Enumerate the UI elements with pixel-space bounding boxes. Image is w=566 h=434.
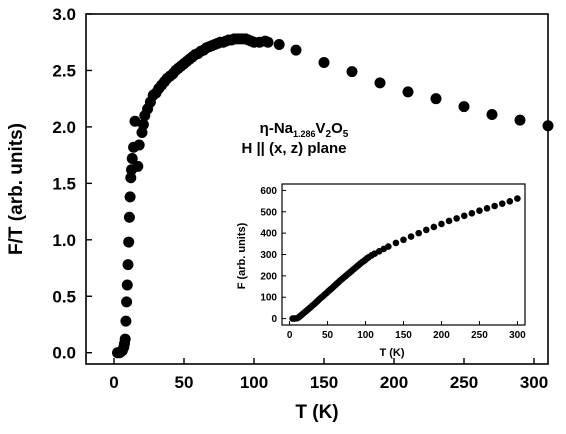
main-data-point [121, 279, 133, 291]
main-x-tick-label: 100 [240, 373, 268, 392]
annotation-formula: η-Na1.286V2O5 [260, 120, 349, 140]
main-x-ticks: 0 50 100 150 200 250 300 [109, 358, 548, 392]
inset-data-point [430, 223, 438, 231]
main-x-tick-label: 300 [520, 373, 548, 392]
main-data-point [137, 119, 149, 131]
main-data-point [126, 153, 138, 165]
inset-data-point [453, 215, 460, 222]
inset-x-axis-title: T (K) [379, 347, 404, 359]
main-data-point [458, 101, 470, 113]
inset-data-point [514, 195, 521, 202]
inset-x-ticks: 0 50 100 150 200 250 300 [287, 321, 526, 341]
inset-x-tick-label: 200 [433, 330, 450, 341]
main-data-point [125, 172, 137, 184]
main-data-point [262, 36, 274, 48]
main-data-point [402, 86, 414, 98]
inset-data-points [289, 195, 521, 322]
main-data-points [112, 33, 554, 359]
main-data-point [430, 93, 442, 105]
main-data-point [122, 259, 134, 271]
inset-data-point [460, 212, 468, 220]
inset-data-point [498, 200, 506, 207]
main-x-tick-label: 250 [450, 373, 478, 392]
inset-data-point [385, 243, 392, 250]
inset-y-tick-label: 0 [271, 314, 277, 325]
inset-data-point [483, 205, 491, 212]
main-x-tick-label: 0 [109, 373, 118, 392]
inset-data-point [445, 217, 453, 225]
main-y-tick-label: 1.5 [52, 174, 76, 193]
inset-y-axis-title: F (arb. units) [236, 222, 248, 289]
main-y-tick-label: 3.0 [52, 5, 76, 24]
main-x-tick-label: 50 [175, 373, 194, 392]
inset-data-point [415, 229, 422, 237]
inset-data-point [476, 207, 483, 215]
main-data-point [318, 57, 330, 69]
inset-data-point [468, 209, 476, 217]
main-data-point [290, 44, 302, 56]
annotation-field: H || (x, z) plane [241, 140, 346, 157]
main-data-point [133, 139, 145, 151]
main-data-point [273, 38, 285, 50]
main-plot-frame [85, 13, 549, 365]
main-data-point [374, 77, 386, 89]
main-data-point [514, 114, 526, 126]
inset-y-tick-label: 600 [260, 186, 277, 197]
inset-data-point [392, 239, 400, 247]
main-x-tick-label: 200 [380, 373, 408, 392]
main-x-axis-title: T (K) [295, 402, 338, 423]
main-data-point [121, 296, 133, 308]
inset-data-point [491, 202, 498, 210]
inset-data-point [407, 233, 415, 240]
main-y-tick-label: 0.0 [52, 344, 76, 363]
inset-data-point [438, 220, 445, 228]
main-y-ticks: 0.0 0.5 1.0 1.5 2.0 2.5 3.0 [52, 5, 92, 363]
main-data-point [129, 115, 141, 127]
inset-x-tick-label: 150 [395, 330, 412, 341]
main-data-point [123, 236, 135, 248]
main-data-point [119, 333, 131, 345]
main-data-point [346, 66, 358, 78]
main-y-axis-title: F/T (arb. units) [6, 123, 27, 255]
main-y-tick-label: 0.5 [52, 287, 76, 306]
main-y-tick-label: 1.0 [52, 231, 76, 250]
inset-data-point [422, 226, 430, 234]
main-data-point [542, 120, 554, 132]
main-data-point [124, 191, 136, 203]
inset-y-tick-label: 100 [260, 293, 277, 304]
main-x-tick-label: 150 [310, 373, 338, 392]
main-data-point [123, 211, 135, 223]
main-data-point [486, 108, 498, 120]
inset-y-tick-label: 400 [260, 229, 277, 240]
main-chart: 0 50 100 150 200 250 300 0.0 0.5 1.0 1.5 2.0 2.5 3.0… [6, 5, 554, 423]
main-data-point [132, 160, 144, 172]
inset-data-point [506, 198, 514, 205]
inset-y-tick-label: 500 [260, 207, 277, 218]
main-y-tick-label: 2.0 [52, 118, 76, 137]
inset-x-tick-label: 0 [287, 330, 293, 341]
main-data-point [120, 315, 132, 327]
inset-x-tick-label: 50 [322, 330, 334, 341]
inset-x-tick-label: 250 [471, 330, 488, 341]
inset-y-tick-label: 300 [260, 250, 277, 261]
inset-x-tick-label: 100 [357, 330, 374, 341]
inset-chart: 0 50 100 150 200 250 300 0 100 200 300 400 500 600 T… [236, 183, 526, 359]
main-y-tick-label: 2.5 [52, 61, 76, 80]
inset-data-point [400, 236, 407, 244]
inset-y-tick-label: 200 [260, 271, 277, 282]
material-annotation: η-Na1.286V2O5 H || (x, z) plane [241, 120, 348, 157]
inset-y-ticks: 0 100 200 300 400 500 600 [260, 186, 286, 325]
inset-x-tick-label: 300 [509, 330, 526, 341]
